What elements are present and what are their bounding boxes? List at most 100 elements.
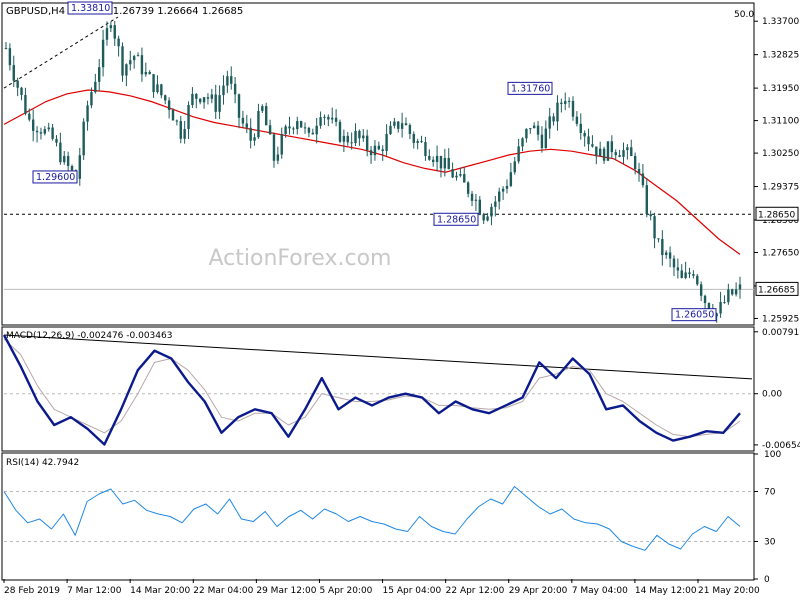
candle-body: [132, 56, 136, 61]
x-axis-tick-label: 14 May 12:00: [635, 586, 697, 596]
candle-body: [253, 137, 256, 141]
candle-body: [509, 172, 513, 186]
candle-body: [12, 65, 15, 81]
macd-axis-tick-label: 0.00: [762, 390, 782, 400]
candle-body: [296, 121, 299, 130]
trend-line: [3, 16, 119, 89]
candle-body: [70, 165, 74, 171]
candle-body: [393, 121, 396, 126]
candle-body: [311, 132, 315, 135]
candle-body: [459, 174, 462, 176]
candle-body: [98, 67, 101, 82]
candle-body: [222, 85, 225, 96]
candle-body: [633, 155, 637, 170]
candle-body: [428, 155, 431, 160]
candle-body: [420, 141, 423, 143]
candle-body: [521, 138, 524, 147]
candle-body: [696, 275, 699, 285]
candle-body: [144, 71, 148, 75]
candle-body: [179, 121, 182, 139]
candle-body: [385, 134, 388, 151]
x-axis-tick-label: 5 Apr 20:00: [319, 586, 372, 596]
candle-body: [734, 289, 738, 295]
macd-axis-tick-label: -0.006545: [762, 441, 800, 451]
candle-body: [20, 87, 23, 95]
rsi-axis-tick-label: 70: [764, 488, 776, 498]
candle-body: [525, 128, 528, 139]
candle-body: [171, 109, 175, 121]
candle-body: [583, 132, 586, 137]
candle-body: [482, 214, 485, 221]
candle-body: [307, 127, 311, 133]
candle-body: [715, 313, 718, 317]
candle-body: [249, 127, 252, 141]
candle-body: [575, 116, 579, 124]
candle-body: [731, 289, 734, 295]
candle-body: [692, 274, 695, 276]
candle-body: [152, 74, 155, 93]
candle-body: [389, 125, 392, 135]
price-callout-box: [507, 81, 553, 95]
candle-body: [86, 105, 89, 122]
candle-body: [501, 188, 505, 192]
candle-body: [183, 129, 186, 139]
candle-body: [210, 94, 214, 99]
candle-body: [303, 127, 307, 129]
candle-body: [719, 302, 722, 314]
candle-body: [129, 60, 132, 65]
candle-body: [292, 128, 295, 130]
candle-body: [24, 94, 27, 114]
candle-body: [377, 145, 381, 150]
candle-body: [276, 154, 280, 161]
labels-layer: 1.33700 1.32825 1.31950 1.31100 1.30250 1.293…: [4, 1, 800, 596]
rsi-axis-tick-label: 30: [764, 538, 776, 548]
price-callout-label: 1.28650: [437, 214, 476, 225]
candle-body: [688, 272, 691, 275]
price-axis-tick-label: 1.28500: [762, 216, 799, 226]
candle-body: [397, 121, 400, 129]
candle-body: [272, 134, 276, 161]
candle-body: [226, 76, 229, 86]
candle-body: [230, 76, 233, 84]
candle-body: [268, 125, 272, 135]
candle-body: [738, 284, 742, 290]
price-badge-box: [755, 206, 799, 221]
candle-body: [299, 121, 303, 128]
x-axis-tick-label: 15 Apr 04:00: [383, 586, 442, 596]
candle-body: [540, 134, 544, 149]
candle-body: [630, 147, 633, 156]
candle-body: [552, 116, 555, 122]
candle-body: [315, 125, 318, 135]
rsi-line: [3, 486, 741, 551]
grid-layer: [3, 16, 758, 583]
candle-body: [350, 142, 353, 144]
candle-body: [323, 116, 326, 118]
candle-body: [556, 102, 559, 122]
candle-body: [661, 239, 664, 256]
candle-body: [412, 133, 415, 144]
x-axis-tick-label: 7 May 04:00: [572, 586, 628, 596]
macd-signal-line: [3, 338, 741, 438]
x-axis-tick-label: 22 Apr 12:00: [446, 586, 505, 596]
candle-body: [136, 55, 140, 57]
price-axis-tick-label: 1.27650: [762, 249, 799, 259]
candle-body: [626, 147, 629, 151]
rsi-panel: [1, 452, 755, 581]
rsi-title: RSI(14) 42.7942: [6, 458, 79, 468]
candle-body: [257, 110, 260, 138]
candle-body: [400, 123, 404, 129]
candle-body: [447, 157, 450, 170]
price-callout-label: 1.33810: [71, 3, 110, 14]
candle-body: [109, 25, 113, 29]
candle-body: [653, 216, 656, 239]
candle-body: [560, 102, 563, 104]
rsi-layer: [3, 453, 758, 580]
candle-body: [175, 120, 179, 122]
candle-body: [486, 216, 489, 221]
candle-body: [125, 64, 128, 76]
candle-body: [529, 128, 532, 130]
candle-body: [187, 105, 190, 130]
candle-body: [505, 185, 509, 189]
candle-body: [668, 252, 672, 259]
price-callout-box: [671, 308, 717, 322]
